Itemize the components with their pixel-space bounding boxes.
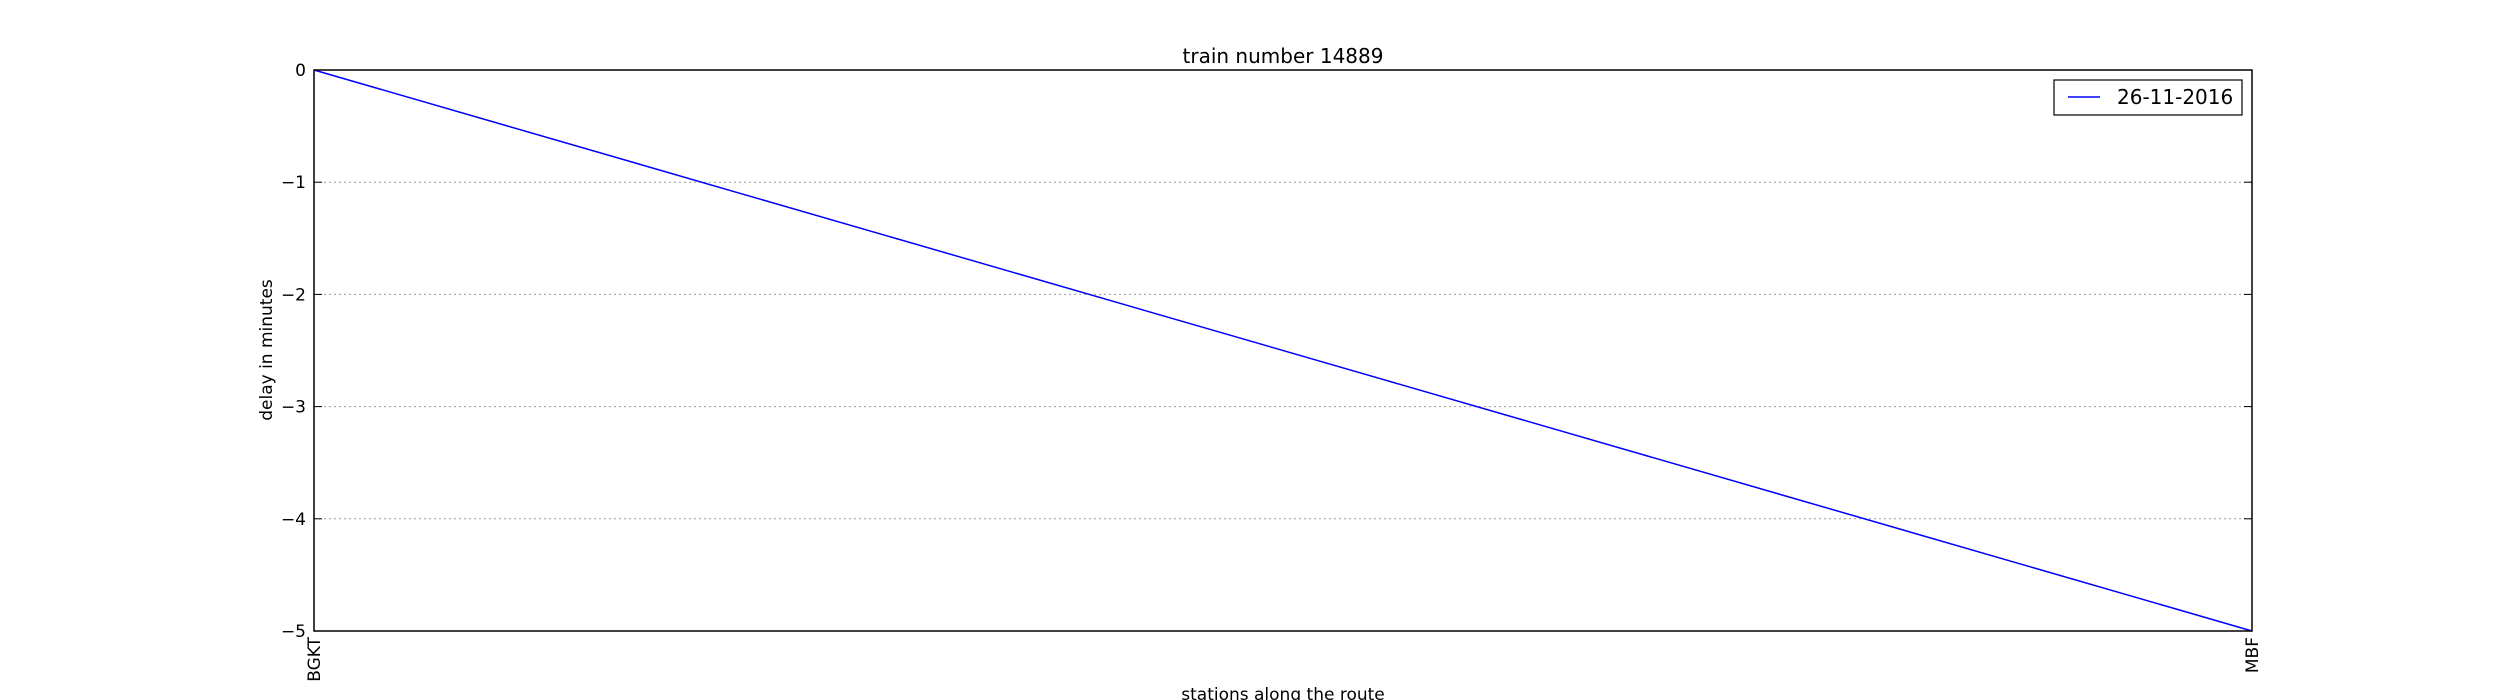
legend-box: [2053, 79, 2243, 116]
series-line: [313, 69, 2253, 632]
y-tick-label: −3: [281, 398, 306, 418]
x-axis-label: stations along the route: [1181, 685, 1385, 700]
x-tick-label: MBF: [2243, 637, 2263, 673]
series-layer: [313, 69, 2253, 632]
y-tick-label: −5: [281, 622, 306, 642]
x-ticks: BGKT MBF: [305, 623, 2263, 682]
y-tick-label: −2: [281, 285, 306, 305]
y-ticks: 0 −1 −2 −3 −4 −5: [281, 61, 2252, 642]
y-tick-label: −4: [281, 510, 306, 530]
chart-title: train number 14889: [1183, 44, 1384, 68]
legend-label: 26-11-2016: [2117, 85, 2233, 109]
y-tick-label: 0: [295, 61, 306, 81]
y-axis-label: delay in minutes: [257, 279, 277, 421]
y-tick-label: −1: [281, 173, 306, 193]
x-tick-label: BGKT: [305, 636, 325, 681]
grid-lines: [314, 181, 2252, 520]
plot-area-frame: [313, 69, 2253, 632]
legend: 26-11-2016: [2053, 79, 2243, 116]
